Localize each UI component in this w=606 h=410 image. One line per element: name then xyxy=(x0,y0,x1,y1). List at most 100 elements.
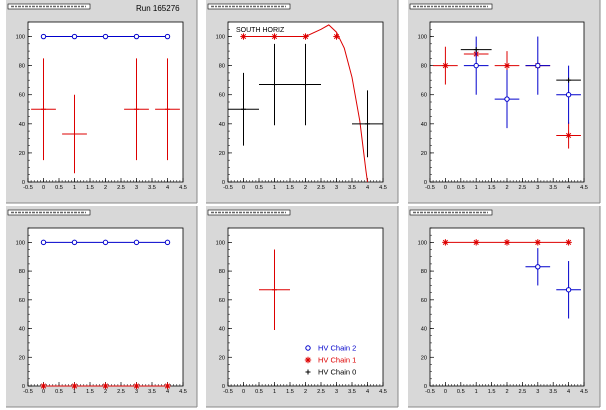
data-point xyxy=(504,96,510,102)
y-tick-label: 80 xyxy=(219,64,225,70)
x-tick-label: -0.5 xyxy=(23,389,33,395)
x-tick-label: 3.5 xyxy=(148,389,156,395)
y-tick-label: 40 xyxy=(219,122,225,128)
series-1 xyxy=(40,239,171,246)
run-label: Run 165276 xyxy=(136,4,180,13)
series-3 xyxy=(460,47,581,83)
series-1 xyxy=(259,249,290,330)
x-tick-label: 2 xyxy=(505,389,508,395)
x-tick-label: 1.5 xyxy=(286,389,294,395)
x-tick-label: 2.5 xyxy=(519,389,527,395)
y-tick-label: 100 xyxy=(216,240,225,246)
series-2 xyxy=(463,36,581,129)
chart-panel-2: -0.5 0 0.5 1 1.5 2 2.5 3 3.5 4 4.5020406080100SOUT… xyxy=(206,0,399,204)
plot-annotation: SOUTH HORIZ xyxy=(236,27,285,34)
y-tick-label: 0 xyxy=(424,384,427,390)
plot-frame xyxy=(227,227,384,387)
x-tick-label: 4 xyxy=(366,389,369,395)
x-tick-label: 1 xyxy=(475,185,478,191)
plot-frame xyxy=(27,227,184,387)
x-tick-label: 1.5 xyxy=(86,389,94,395)
y-tick-label: 80 xyxy=(219,269,225,275)
x-tick-label: 0.5 xyxy=(55,389,63,395)
data-point xyxy=(240,33,247,40)
x-tick-label: 4 xyxy=(366,185,369,191)
y-tick-label: 20 xyxy=(19,355,25,361)
x-tick-label: 1.5 xyxy=(488,185,496,191)
y-tick-label: 0 xyxy=(22,180,25,186)
data-point xyxy=(504,239,510,245)
x-tick-label: -0.5 xyxy=(425,389,435,395)
y-tick-label: 80 xyxy=(421,64,427,70)
series-1 xyxy=(240,33,340,40)
x-tick-label: 4.5 xyxy=(580,389,588,395)
data-point xyxy=(302,33,309,40)
data-point xyxy=(71,383,78,389)
x-tick-label: 2 xyxy=(104,389,107,395)
data-point xyxy=(535,264,541,270)
fit-curve xyxy=(243,24,368,183)
data-point xyxy=(566,239,572,245)
plot-frame xyxy=(429,227,585,387)
y-tick-label: 0 xyxy=(424,180,427,186)
y-tick-label: 40 xyxy=(19,327,25,333)
y-tick-label: 20 xyxy=(19,151,25,157)
x-tick-label: 4.5 xyxy=(379,389,387,395)
data-point xyxy=(71,239,78,246)
series-2 xyxy=(228,43,383,158)
x-tick-label: 3 xyxy=(536,185,539,191)
x-tick-label: 0.5 xyxy=(55,185,63,191)
x-tick-label: 3.5 xyxy=(549,185,557,191)
y-tick-label: 20 xyxy=(219,151,225,157)
data-point xyxy=(473,62,479,69)
x-tick-label: 1 xyxy=(73,185,76,191)
y-tick-label: 60 xyxy=(219,93,225,99)
x-tick-label: 0.5 xyxy=(457,185,465,191)
x-tick-label: 0 xyxy=(242,389,245,395)
y-tick-label: 0 xyxy=(22,384,25,390)
x-tick-label: -0.5 xyxy=(223,389,233,395)
x-tick-label: 2.5 xyxy=(317,389,325,395)
y-tick-label: 100 xyxy=(16,240,25,246)
data-point xyxy=(565,287,572,293)
x-tick-label: 3.5 xyxy=(549,389,557,395)
data-point xyxy=(164,383,171,389)
plot-frame xyxy=(27,21,184,183)
x-tick-label: 0 xyxy=(444,389,447,395)
x-tick-label: 1 xyxy=(73,389,76,395)
x-tick-label: 2 xyxy=(304,389,307,395)
y-tick-label: 60 xyxy=(421,298,427,304)
series-1 xyxy=(40,33,171,40)
data-point xyxy=(442,239,448,245)
data-point xyxy=(566,132,572,139)
data-point xyxy=(102,239,109,246)
data-point xyxy=(333,33,340,40)
y-tick-label: 100 xyxy=(418,35,427,41)
legend-marker xyxy=(305,357,311,363)
x-tick-label: 4.5 xyxy=(179,389,187,395)
x-tick-label: 4 xyxy=(567,389,570,395)
x-tick-label: 3.5 xyxy=(348,185,356,191)
data-point xyxy=(442,63,448,69)
data-point xyxy=(133,383,140,389)
data-point xyxy=(504,63,510,69)
x-tick-label: 4.5 xyxy=(580,185,588,191)
x-tick-label: 1.5 xyxy=(488,389,496,395)
x-tick-label: -0.5 xyxy=(425,185,435,191)
x-tick-label: 3 xyxy=(135,185,138,191)
y-tick-label: 80 xyxy=(19,64,25,70)
data-point xyxy=(40,239,47,246)
x-tick-label: 0.5 xyxy=(255,185,263,191)
data-point xyxy=(271,33,278,40)
data-point xyxy=(535,239,541,245)
x-tick-label: 2.5 xyxy=(117,389,125,395)
y-tick-label: 80 xyxy=(19,269,25,275)
y-tick-label: 20 xyxy=(421,355,427,361)
x-tick-label: 1.5 xyxy=(286,185,294,191)
x-tick-label: 4.5 xyxy=(379,185,387,191)
